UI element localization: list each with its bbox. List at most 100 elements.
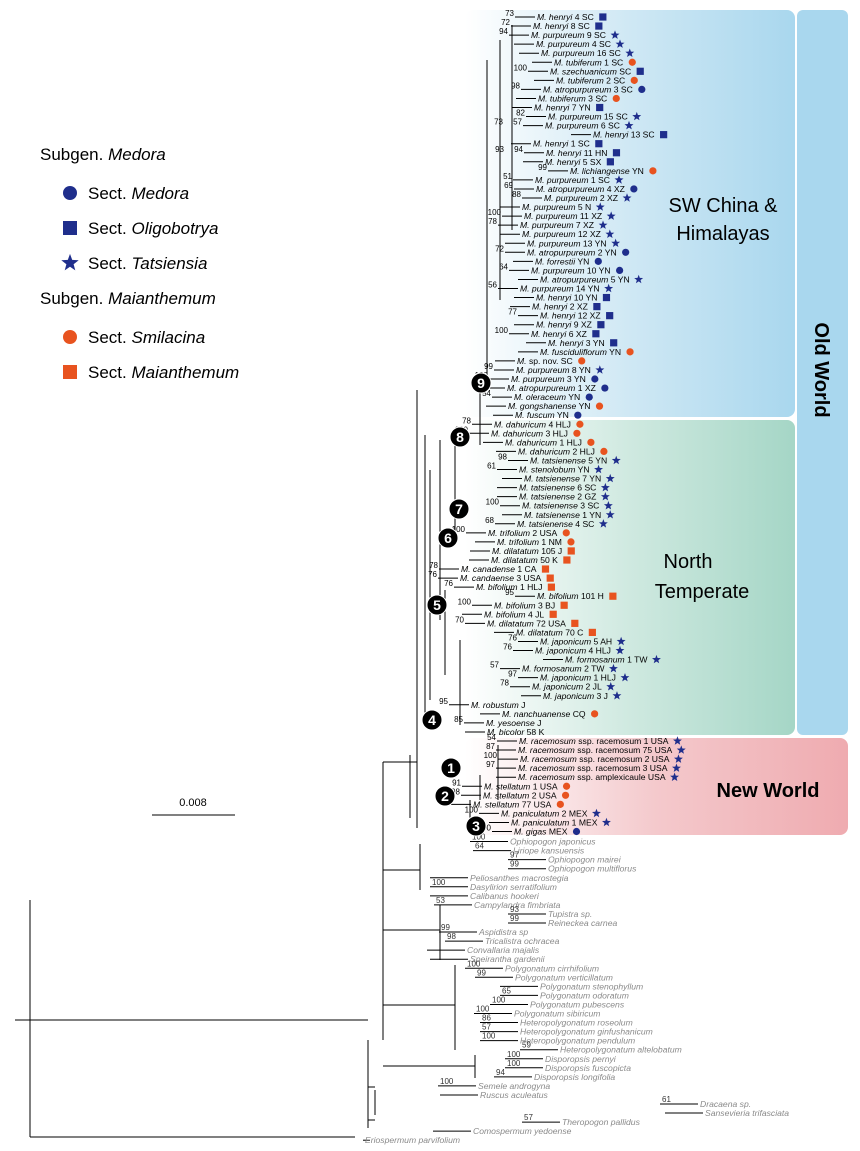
marker-square bbox=[612, 149, 621, 157]
marker-star bbox=[632, 111, 642, 121]
taxon-code: 14 YN bbox=[576, 284, 600, 294]
support-value: 78 bbox=[500, 679, 509, 688]
support-value: 57 bbox=[482, 1023, 491, 1032]
taxon-name: M. tubiferum bbox=[556, 75, 604, 85]
taxon-name: M. purpureum bbox=[522, 229, 576, 239]
taxon-label: M. henryi 4 SC bbox=[537, 12, 594, 22]
marker-circle bbox=[562, 529, 570, 537]
taxon-name: M. racemosum bbox=[518, 745, 575, 755]
marker-star bbox=[604, 283, 614, 293]
marker-square bbox=[606, 312, 614, 320]
node-number: 8 bbox=[456, 429, 464, 445]
node-badge bbox=[465, 815, 487, 837]
outgroup-label: Eriospermum parvifolium bbox=[365, 1135, 460, 1145]
marker-star bbox=[620, 673, 630, 682]
taxon-code: 3 SC bbox=[588, 93, 607, 103]
taxon-code: 3 YN bbox=[567, 374, 586, 384]
marker-square bbox=[606, 158, 614, 166]
taxon-name: M. fusciduliflorum bbox=[540, 347, 607, 357]
marker-star bbox=[600, 482, 610, 492]
taxon-name: M. dilatatum bbox=[487, 618, 534, 628]
support-value: 76 bbox=[508, 633, 517, 642]
support-value: 100 bbox=[488, 208, 502, 217]
support-value: 73 bbox=[494, 118, 503, 127]
taxon-name: M. henryi bbox=[593, 130, 629, 140]
taxon-name: M. atropurpureum bbox=[527, 247, 595, 257]
taxon-label: M. sp. nov. SC bbox=[517, 356, 573, 366]
outgroup-label: Campylandra fimbriata bbox=[474, 900, 561, 910]
marker-square bbox=[588, 628, 596, 636]
support-value: 100 bbox=[507, 1059, 521, 1068]
taxon-label: M. purpureum 6 SC bbox=[545, 121, 620, 131]
legend-heading: Subgen. Medora bbox=[40, 145, 166, 164]
taxon-label: M. tatsienense 6 SC bbox=[519, 483, 596, 493]
taxon-label: M. japonicum 4 HLJ bbox=[535, 646, 611, 656]
taxon-name: M. purpureum bbox=[541, 48, 595, 58]
taxon-label: M. bifolium 101 H bbox=[537, 591, 604, 601]
outgroup-label: Polygonatum pubescens bbox=[530, 999, 625, 1009]
marker-circle bbox=[567, 538, 575, 546]
taxon-label: M. trifolium 2 USA bbox=[488, 528, 558, 538]
outgroup-label: Disporopsis pernyi bbox=[545, 1054, 617, 1064]
taxon-code: 4 HLJ bbox=[548, 419, 570, 429]
taxon-code: YN bbox=[578, 465, 590, 475]
taxon-label: M. purpureum 3 YN bbox=[511, 374, 586, 384]
support-value: 93 bbox=[510, 905, 519, 914]
taxon-label: M. dilatatum 105 J bbox=[492, 546, 562, 556]
outgroup-label: Ophiopogon mairei bbox=[548, 855, 622, 865]
support-value: 100 bbox=[432, 878, 446, 887]
taxon-label: M. atropurpureum 3 SC bbox=[543, 84, 633, 94]
legend-name: Smilacina bbox=[131, 328, 205, 347]
outgroup-label: Liriope kansuensis bbox=[513, 846, 585, 856]
support-value: 99 bbox=[510, 914, 519, 923]
taxon-label: M. yesoense J bbox=[486, 718, 541, 728]
taxon-label: M. henryi 3 YN bbox=[548, 338, 605, 348]
taxon-label: M. atropurpureum 2 YN bbox=[527, 247, 617, 257]
outgroup-label: Convallaria majalis bbox=[467, 945, 540, 955]
marker-circle bbox=[574, 411, 582, 419]
support-value: 82 bbox=[516, 109, 525, 118]
taxon-label: M. purpureum 7 XZ bbox=[520, 220, 594, 230]
legend-name: Oligobotrya bbox=[131, 219, 218, 238]
support-value: 85 bbox=[454, 715, 463, 724]
marker-star bbox=[600, 492, 610, 501]
taxon-code: 15 SC bbox=[604, 112, 628, 122]
marker-star bbox=[61, 253, 79, 271]
support-value: 78 bbox=[462, 416, 471, 425]
taxon-code: 1 SC bbox=[604, 57, 623, 67]
marker-circle bbox=[561, 791, 570, 799]
taxon-code: 7 YN bbox=[582, 474, 601, 484]
taxon-code: 9 XZ bbox=[574, 320, 592, 330]
taxon-label: M. stellatum 77 USA bbox=[473, 799, 552, 809]
taxon-code: 8 SC bbox=[571, 21, 590, 31]
support-value: 99 bbox=[510, 860, 519, 869]
taxon-code: 10 YN bbox=[587, 265, 611, 275]
support-value: 57 bbox=[490, 661, 499, 670]
taxon-code: 4 JL bbox=[528, 609, 544, 619]
node-badge bbox=[426, 594, 448, 616]
support-value: 91 bbox=[452, 778, 461, 787]
taxon-name: M. dahuricum bbox=[494, 419, 546, 429]
marker-star bbox=[595, 365, 605, 374]
taxon-label: M. purpureum 15 SC bbox=[548, 112, 628, 122]
node-badge bbox=[470, 372, 492, 394]
node-badge bbox=[421, 709, 443, 731]
support-value: 76 bbox=[444, 579, 453, 588]
taxon-label: M. purpureum 13 YN bbox=[527, 238, 607, 248]
taxon-label: M. formosanum 1 TW bbox=[565, 655, 648, 665]
marker-star bbox=[595, 202, 605, 211]
taxon-name: M. stellatum bbox=[483, 790, 529, 800]
taxon-label: M. japonicum 2 JL bbox=[532, 682, 602, 692]
taxon-code: 3 USA bbox=[516, 573, 541, 583]
taxon-code: 5 YN bbox=[611, 274, 630, 284]
taxon-label: M. atropurpureum 1 XZ bbox=[507, 383, 596, 393]
legend-prefix: Subgen. bbox=[40, 289, 103, 308]
marker-star bbox=[674, 754, 683, 763]
taxon-name: M. racemosum bbox=[518, 763, 575, 773]
taxon-label: M. atropurpureum 5 YN bbox=[540, 274, 630, 284]
taxon-name: M. henryi bbox=[537, 12, 573, 22]
outgroup-label: Peliosanthes macrostegia bbox=[470, 873, 569, 883]
marker-star bbox=[624, 120, 634, 130]
support-value: 86 bbox=[482, 1014, 491, 1023]
support-value: 100 bbox=[486, 498, 500, 507]
